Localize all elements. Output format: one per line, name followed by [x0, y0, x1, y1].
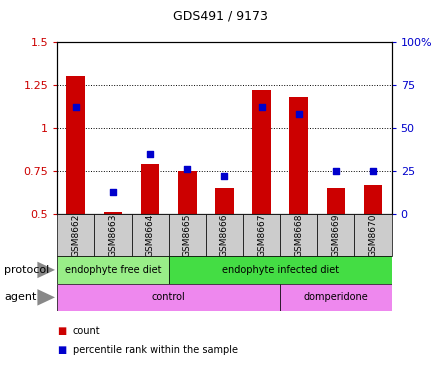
- Point: [258, 105, 265, 111]
- Bar: [243, 214, 280, 256]
- Text: GDS491 / 9173: GDS491 / 9173: [172, 9, 268, 22]
- Bar: [206, 214, 243, 256]
- Point: [147, 151, 154, 157]
- Bar: [355, 214, 392, 256]
- Text: domperidone: domperidone: [304, 292, 368, 302]
- Text: ■: ■: [57, 326, 66, 336]
- Bar: [66, 76, 85, 214]
- Bar: [169, 256, 392, 284]
- Bar: [364, 185, 382, 214]
- Bar: [326, 188, 345, 214]
- Text: GSM8667: GSM8667: [257, 213, 266, 257]
- Text: GSM8670: GSM8670: [369, 213, 378, 257]
- Bar: [280, 284, 392, 311]
- Bar: [290, 97, 308, 214]
- Text: GSM8664: GSM8664: [146, 213, 154, 257]
- Bar: [132, 214, 169, 256]
- Text: endophyte free diet: endophyte free diet: [65, 265, 161, 275]
- Bar: [252, 90, 271, 214]
- Bar: [94, 214, 132, 256]
- Bar: [104, 212, 122, 214]
- Point: [295, 111, 302, 117]
- Bar: [317, 214, 355, 256]
- Point: [184, 167, 191, 172]
- Bar: [57, 214, 94, 256]
- Text: percentile rank within the sample: percentile rank within the sample: [73, 344, 238, 355]
- Text: control: control: [152, 292, 186, 302]
- Point: [72, 105, 79, 111]
- Point: [332, 168, 339, 174]
- Bar: [169, 214, 206, 256]
- Bar: [57, 284, 280, 311]
- Text: ■: ■: [57, 344, 66, 355]
- Point: [221, 173, 228, 179]
- Bar: [57, 256, 169, 284]
- Text: GSM8663: GSM8663: [108, 213, 117, 257]
- Text: endophyte infected diet: endophyte infected diet: [222, 265, 339, 275]
- Text: agent: agent: [4, 292, 37, 302]
- Bar: [280, 214, 317, 256]
- Bar: [141, 164, 159, 214]
- Text: GSM8668: GSM8668: [294, 213, 303, 257]
- Polygon shape: [37, 289, 55, 306]
- Text: GSM8666: GSM8666: [220, 213, 229, 257]
- Bar: [178, 171, 197, 214]
- Text: protocol: protocol: [4, 265, 50, 275]
- Text: count: count: [73, 326, 100, 336]
- Text: GSM8662: GSM8662: [71, 213, 80, 257]
- Polygon shape: [37, 262, 55, 278]
- Text: GSM8669: GSM8669: [331, 213, 341, 257]
- Bar: [215, 188, 234, 214]
- Text: GSM8665: GSM8665: [183, 213, 192, 257]
- Point: [370, 168, 377, 174]
- Point: [110, 189, 117, 195]
